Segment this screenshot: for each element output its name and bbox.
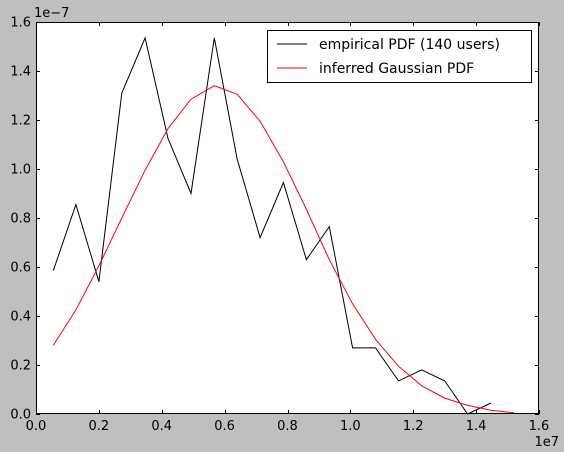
y-tick-label: 0.8 — [10, 212, 31, 227]
legend-box — [267, 30, 532, 83]
y-tick-label: 1.0 — [10, 163, 31, 178]
y-tick-label: 1.6 — [10, 16, 31, 31]
y-offset-label: 1e−7 — [34, 6, 69, 21]
legend: empirical PDF (140 users) inferred Gaussi… — [267, 30, 532, 83]
x-tick-label: 0.8 — [277, 419, 298, 434]
legend-label-0: empirical PDF (140 users) — [319, 37, 500, 53]
axes-background — [36, 22, 539, 414]
x-tick-label: 0.2 — [89, 419, 110, 434]
x-tick-label: 0.6 — [214, 419, 235, 434]
y-tick-label: 0.4 — [10, 310, 31, 325]
x-tick-label: 1.4 — [466, 419, 487, 434]
x-tick-label: 0.0 — [26, 419, 47, 434]
y-tick-label: 0.2 — [10, 359, 31, 374]
series-line-1 — [52, 85, 514, 414]
y-tick-label: 0.0 — [10, 408, 31, 423]
x-tick-label: 1.6 — [529, 419, 550, 434]
series-line-0 — [52, 36, 492, 415]
x-offset-label: 1e7 — [534, 435, 559, 450]
legend-label-1: inferred Gaussian PDF — [319, 61, 474, 77]
y-tick-label: 0.6 — [10, 261, 31, 276]
x-tick-label: 0.4 — [151, 419, 172, 434]
x-tick-label: 1.0 — [340, 419, 361, 434]
x-tick-label: 1.2 — [403, 419, 424, 434]
tick-layer: 0.0 0.2 0.4 0.6 0.8 1.0 1.2 1.4 1.6 0.0 0.2 0.4 0.6 0… — [10, 16, 549, 435]
series-layer — [52, 36, 514, 415]
y-tick-label: 1.4 — [10, 65, 31, 80]
y-tick-label: 1.2 — [10, 114, 31, 129]
